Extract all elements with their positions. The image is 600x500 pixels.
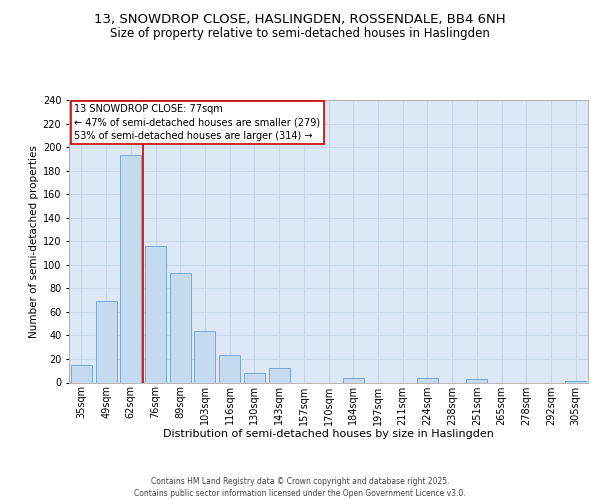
Bar — [343, 378, 364, 382]
Bar — [95, 302, 116, 382]
Bar — [417, 378, 438, 382]
Bar — [170, 273, 191, 382]
Bar — [244, 373, 265, 382]
Text: Size of property relative to semi-detached houses in Haslingden: Size of property relative to semi-detach… — [110, 28, 490, 40]
Bar — [269, 368, 290, 382]
X-axis label: Distribution of semi-detached houses by size in Haslingden: Distribution of semi-detached houses by … — [163, 429, 494, 439]
Bar — [120, 156, 141, 382]
Bar — [145, 246, 166, 382]
Bar — [219, 356, 240, 382]
Bar — [466, 379, 487, 382]
Text: 13, SNOWDROP CLOSE, HASLINGDEN, ROSSENDALE, BB4 6NH: 13, SNOWDROP CLOSE, HASLINGDEN, ROSSENDA… — [94, 12, 506, 26]
Bar — [71, 365, 92, 382]
Y-axis label: Number of semi-detached properties: Number of semi-detached properties — [29, 145, 38, 338]
Text: 13 SNOWDROP CLOSE: 77sqm
← 47% of semi-detached houses are smaller (279)
53% of : 13 SNOWDROP CLOSE: 77sqm ← 47% of semi-d… — [74, 104, 320, 141]
Bar — [194, 330, 215, 382]
Text: Contains HM Land Registry data © Crown copyright and database right 2025.
Contai: Contains HM Land Registry data © Crown c… — [134, 476, 466, 498]
